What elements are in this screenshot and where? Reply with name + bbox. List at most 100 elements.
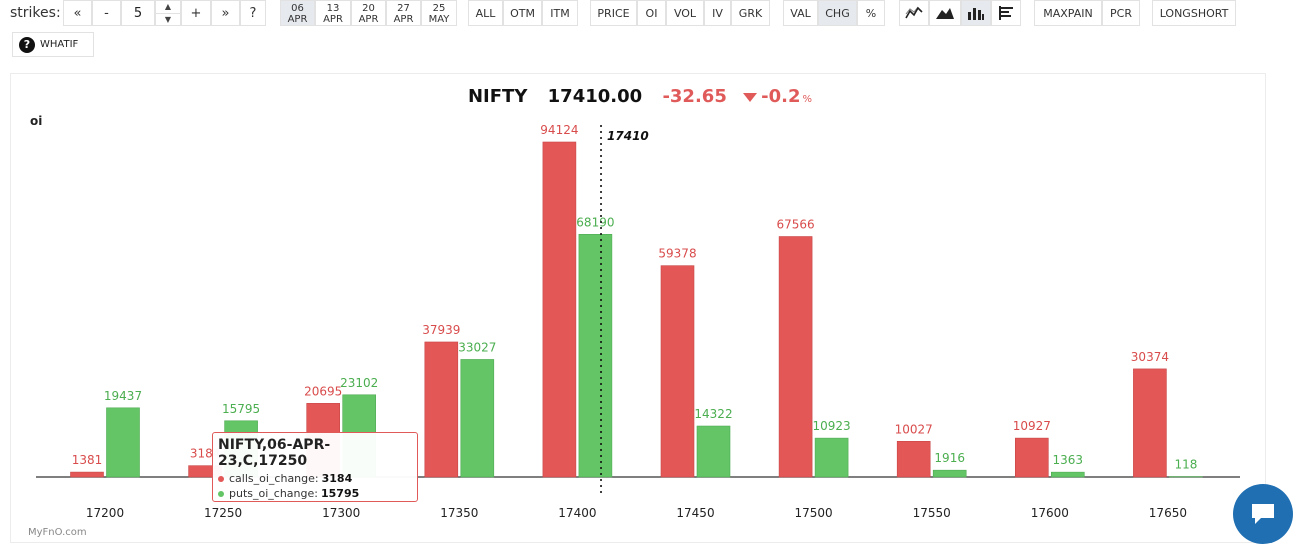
y-axis-label: oi — [30, 114, 43, 128]
x-tick-label: 17450 — [676, 506, 714, 520]
strikes-label: strikes: — [10, 5, 61, 21]
put-bar[interactable] — [1051, 471, 1085, 478]
strikes-last-button[interactable]: » — [211, 0, 240, 26]
put-bar[interactable] — [578, 234, 613, 478]
chat-button[interactable] — [1233, 484, 1293, 544]
call-bar[interactable] — [660, 265, 695, 478]
put-bar[interactable] — [106, 407, 140, 478]
line-chart-icon[interactable] — [899, 0, 929, 26]
call-value-label: 30374 — [1131, 350, 1169, 364]
strikes-count-input[interactable]: 5 — [121, 0, 155, 26]
site-credit: MyFnO.com — [28, 527, 87, 538]
put-bar[interactable] — [932, 469, 967, 478]
metric-grk-button[interactable]: GRK — [731, 0, 770, 26]
put-value-label: 14322 — [694, 407, 732, 421]
question-icon: ? — [19, 36, 35, 53]
put-value-label: 1916 — [934, 451, 965, 465]
call-value-label: 10027 — [895, 422, 933, 436]
bar-chart-icon[interactable] — [961, 0, 991, 26]
call-value-label: 59378 — [658, 247, 696, 261]
x-tick-label: 17650 — [1149, 506, 1187, 520]
x-tick-label: 17300 — [322, 506, 360, 520]
expiry-button[interactable]: 06 APR — [280, 0, 315, 26]
mode-chg-button[interactable]: CHG — [818, 0, 857, 26]
chevron-down-icon[interactable]: ▼ — [164, 14, 172, 24]
call-value-label: 10927 — [1013, 419, 1051, 433]
symbol: NIFTY — [467, 86, 528, 107]
metric-price-button[interactable]: PRICE — [590, 0, 637, 26]
x-tick-label: 17550 — [913, 506, 951, 520]
chart-panel — [10, 73, 1266, 543]
expiry-button[interactable]: 20 APR — [351, 0, 386, 26]
metric-iv-button[interactable]: IV — [704, 0, 731, 26]
whatif-label: WHATIF — [40, 39, 79, 50]
put-bar[interactable] — [814, 437, 849, 478]
x-tick-label: 17250 — [204, 506, 242, 520]
spot-price: 17410.00 — [547, 86, 643, 107]
expiry-button[interactable]: 27 APR — [386, 0, 421, 26]
put-value-label: 1363 — [1053, 453, 1084, 467]
x-tick-label: 17400 — [558, 506, 596, 520]
metric-vol-button[interactable]: VOL — [666, 0, 704, 26]
calls-dot-icon — [218, 475, 224, 482]
call-bar[interactable] — [1014, 437, 1049, 478]
put-value-label: 33027 — [458, 340, 496, 354]
x-tick-label: 17350 — [440, 506, 478, 520]
horizontal-bar-icon[interactable] — [991, 0, 1021, 26]
tooltip-calls-value: 3184 — [321, 472, 353, 485]
metric-oi-button[interactable]: OI — [637, 0, 666, 26]
pct-sign: % — [802, 94, 812, 105]
chevron-up-icon[interactable]: ▲ — [156, 1, 180, 14]
area-chart-icon[interactable] — [929, 0, 961, 26]
call-bar[interactable] — [1133, 368, 1167, 478]
expiry-month: MAY — [428, 13, 450, 25]
price-change-pct: -0.2 — [761, 86, 801, 107]
filter-itm-button[interactable]: ITM — [542, 0, 578, 26]
strikes-stepper-arrows[interactable]: ▲ ▼ — [155, 0, 181, 26]
put-bar[interactable] — [696, 425, 731, 478]
tooltip-calls-label: calls_oi_change: — [229, 472, 319, 485]
call-value-label: 20695 — [304, 384, 342, 398]
put-value-label: 118 — [1174, 458, 1197, 472]
call-value-label: 67566 — [777, 218, 815, 232]
tooltip-calls-row: calls_oi_change: 3184 — [218, 472, 412, 485]
help-button[interactable]: ? — [240, 0, 266, 26]
toolbar: strikes: « - 5 ▲ ▼ + » ? 06 APR 13 APR 2… — [0, 0, 1298, 28]
x-tick-label: 17500 — [795, 506, 833, 520]
expiry-day: 25 — [432, 2, 446, 14]
expiry-month: APR — [287, 13, 308, 25]
call-bar[interactable] — [70, 471, 104, 478]
put-value-label: 19437 — [104, 389, 142, 403]
tooltip-puts-row: puts_oi_change: 15795 — [218, 487, 412, 500]
call-bar[interactable] — [542, 141, 577, 478]
tooltip-puts-label: puts_oi_change: — [229, 487, 318, 500]
expiry-button[interactable]: 25 MAY — [421, 0, 457, 26]
x-tick-label: 17200 — [86, 506, 124, 520]
filter-all-button[interactable]: ALL — [468, 0, 503, 26]
call-bar[interactable] — [778, 236, 813, 478]
put-bar[interactable] — [460, 359, 495, 478]
call-value-label: 94124 — [540, 123, 578, 137]
mode-pct-button[interactable]: % — [857, 0, 885, 26]
strikes-plus-button[interactable]: + — [181, 0, 211, 26]
call-value-label: 1381 — [72, 453, 103, 467]
expiry-month: APR — [323, 13, 343, 25]
expiry-day: 06 — [291, 2, 304, 14]
expiry-day: 27 — [397, 2, 410, 14]
pcr-button[interactable]: PCR — [1102, 0, 1140, 26]
call-bar[interactable] — [896, 441, 931, 478]
maxpain-button[interactable]: MAXPAIN — [1034, 0, 1102, 26]
mode-val-button[interactable]: VAL — [783, 0, 818, 26]
puts-dot-icon — [218, 490, 224, 497]
expiry-button[interactable]: 13 APR — [315, 0, 351, 26]
longshort-button[interactable]: LONGSHORT — [1152, 0, 1236, 26]
filter-otm-button[interactable]: OTM — [503, 0, 542, 26]
strikes-first-button[interactable]: « — [63, 0, 92, 26]
call-bar[interactable] — [424, 341, 459, 478]
quote-header: NIFTY 17410.00 -32.65 -0.2% — [0, 86, 1280, 107]
whatif-button[interactable]: ? WHATIF — [12, 32, 94, 57]
chat-bubble-icon — [1252, 504, 1274, 524]
strikes-minus-button[interactable]: - — [92, 0, 121, 26]
put-value-label: 23102 — [340, 376, 378, 390]
